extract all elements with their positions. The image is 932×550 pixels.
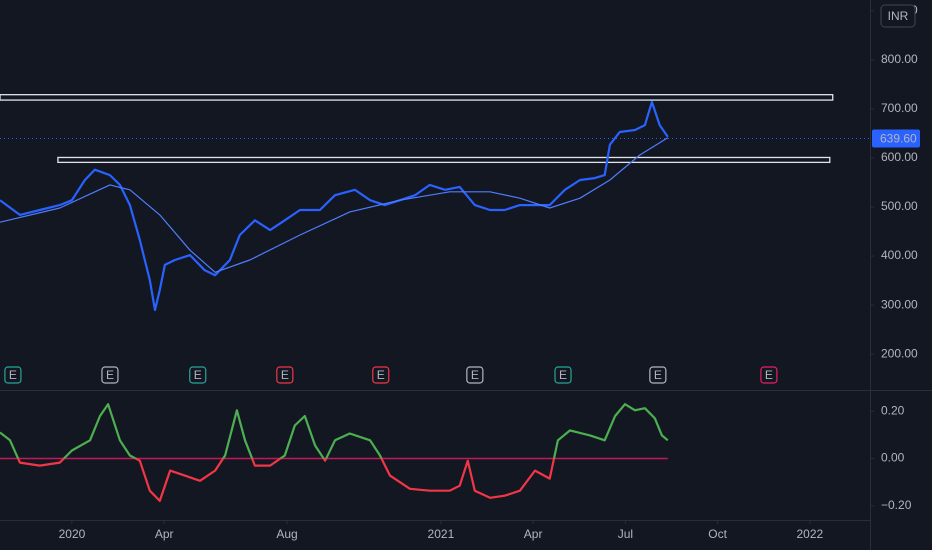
y-tick-label: 300.00 xyxy=(881,297,918,311)
line-series xyxy=(0,403,669,502)
earnings-label: E xyxy=(559,368,567,382)
line-series xyxy=(0,137,669,273)
line-series xyxy=(0,100,669,312)
earnings-marker xyxy=(554,366,572,384)
x-tick-label: Jul xyxy=(618,527,633,541)
earnings-label: E xyxy=(471,368,479,382)
earnings-marker xyxy=(372,366,390,384)
last-price-box xyxy=(872,129,920,148)
earnings-label: E xyxy=(765,368,773,382)
y-tick-label: 700.00 xyxy=(881,101,918,115)
x-tick-label: Apr xyxy=(524,527,543,541)
y-tick-label: 400.00 xyxy=(881,248,918,262)
y-tick-label: 500.00 xyxy=(881,199,918,213)
earnings-label: E xyxy=(281,368,289,382)
y-tick-label: 200.00 xyxy=(881,346,918,360)
earnings-marker xyxy=(649,366,667,384)
earnings-label: E xyxy=(194,368,202,382)
y-tick-label: −0.20 xyxy=(881,498,912,512)
y-tick-label: 0.00 xyxy=(881,451,905,465)
price-zone xyxy=(57,156,831,164)
x-tick-label: Aug xyxy=(276,527,297,541)
y-tick-label: 600.00 xyxy=(881,150,918,164)
earnings-label: E xyxy=(377,368,385,382)
price-zone xyxy=(0,94,834,101)
last-price-label: 639.60 xyxy=(880,132,917,146)
earnings-label: E xyxy=(106,368,114,382)
currency-label: INR xyxy=(888,9,909,23)
currency-box xyxy=(880,4,916,28)
y-tick-label: 800.00 xyxy=(881,52,918,66)
x-tick-label: Apr xyxy=(155,527,174,541)
y-tick-label: 0.20 xyxy=(881,403,905,417)
earnings-marker xyxy=(760,366,778,384)
earnings-marker xyxy=(189,366,207,384)
earnings-marker xyxy=(101,366,119,384)
earnings-label: E xyxy=(654,368,662,382)
earnings-marker xyxy=(4,366,22,384)
earnings-marker xyxy=(276,366,294,384)
earnings-marker xyxy=(466,366,484,384)
x-tick-label: Oct xyxy=(708,527,727,541)
earnings-label: E xyxy=(9,368,17,382)
x-tick-label: 2020 xyxy=(59,527,86,541)
x-tick-label: 2022 xyxy=(797,527,824,541)
x-tick-label: 2021 xyxy=(428,527,455,541)
